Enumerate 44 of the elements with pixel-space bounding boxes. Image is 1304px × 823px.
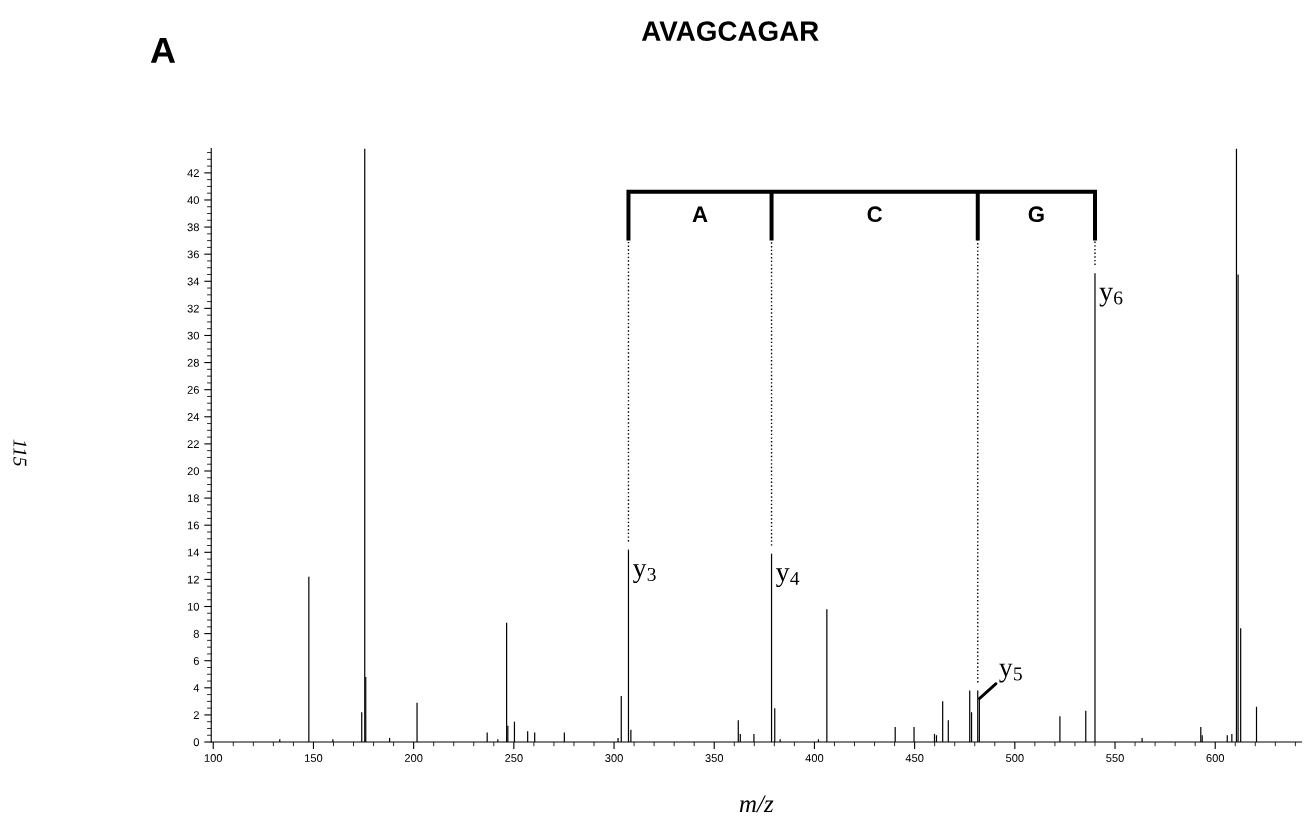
x-axis-title: m/z: [739, 795, 774, 813]
annotation: y$_{5}$: [999, 663, 1022, 683]
annotation: y$_{3}$: [632, 564, 656, 583]
annotation: y$_{4}$: [776, 568, 800, 588]
y-tick-label: 36: [187, 250, 199, 259]
x-tick-label: 300: [605, 754, 623, 762]
y-tick-label: 42: [187, 169, 199, 177]
text: A: [150, 37, 176, 63]
x-tick-label: 550: [1106, 754, 1124, 762]
x-tick-label: 100: [204, 754, 223, 762]
x-tick-label: 500: [1006, 754, 1024, 762]
y-tick-label: 24: [187, 413, 200, 421]
annotation: y$_{6}$: [1099, 287, 1123, 307]
x-tick-label: 400: [805, 754, 824, 762]
y-tick-label: 6: [193, 656, 199, 665]
x-tick-label: 350: [705, 754, 724, 762]
x-tick-label: 450: [905, 754, 924, 762]
y-tick-label: 28: [187, 358, 199, 367]
y-tick-label: 22: [187, 440, 199, 448]
y-tick-label: 20: [187, 467, 200, 476]
y-tick-label: 10: [187, 602, 200, 611]
y-tick-label: 30: [187, 331, 200, 340]
x-tick-label: 600: [1206, 754, 1225, 762]
y-tick-label: 2: [193, 711, 199, 719]
annotation: A: [692, 206, 708, 222]
chart-title: AVAGCAGAR: [641, 21, 819, 41]
y-tick-label: 32: [187, 304, 199, 313]
y-tick-label: 4: [193, 684, 200, 692]
y-tick-label: 38: [187, 223, 199, 232]
text: 115: [13, 439, 27, 466]
y-tick-label: 8: [193, 629, 199, 638]
annotation: G: [1028, 206, 1044, 223]
annotation: C: [867, 206, 883, 223]
x-tick-label: 150: [305, 754, 323, 762]
x-tick-label: 250: [505, 754, 523, 762]
y-tick-label: 26: [187, 385, 199, 394]
y-tick-label: 12: [187, 575, 199, 584]
y-tick-label: 34: [187, 277, 200, 286]
y-tick-label: 0: [193, 738, 200, 747]
y-tick-label: 18: [187, 494, 199, 503]
y-tick-label: 14: [187, 548, 200, 557]
y-tick-label: 40: [187, 196, 200, 205]
y-tick-label: 16: [187, 521, 199, 530]
x-tick-label: 200: [404, 754, 423, 762]
